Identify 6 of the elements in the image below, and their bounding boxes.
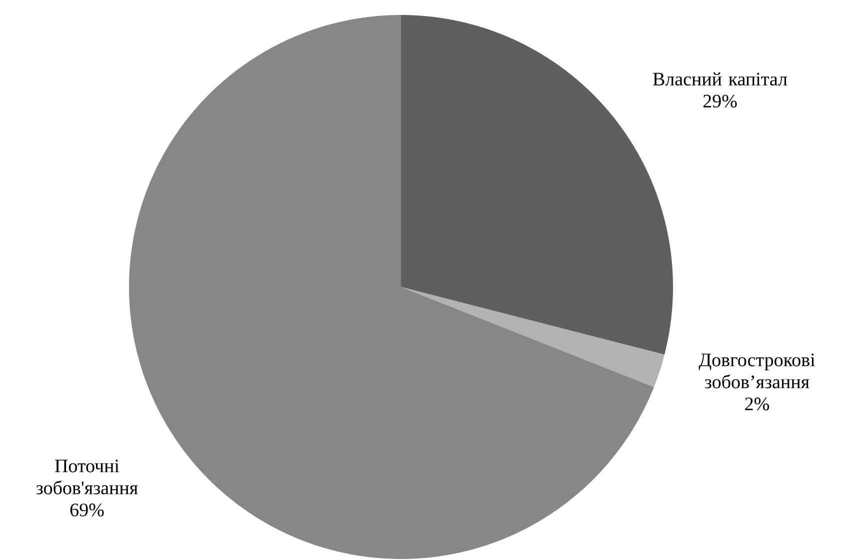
slice-label: Довгострокові зобов’язання [698,354,816,388]
data-label: 29% [703,94,737,108]
slice-label: Власний капітал [653,72,788,86]
data-label: 69% [70,504,104,516]
slice-label: Поточні зобов'язання [36,460,138,494]
data-label: 2% [745,398,770,410]
